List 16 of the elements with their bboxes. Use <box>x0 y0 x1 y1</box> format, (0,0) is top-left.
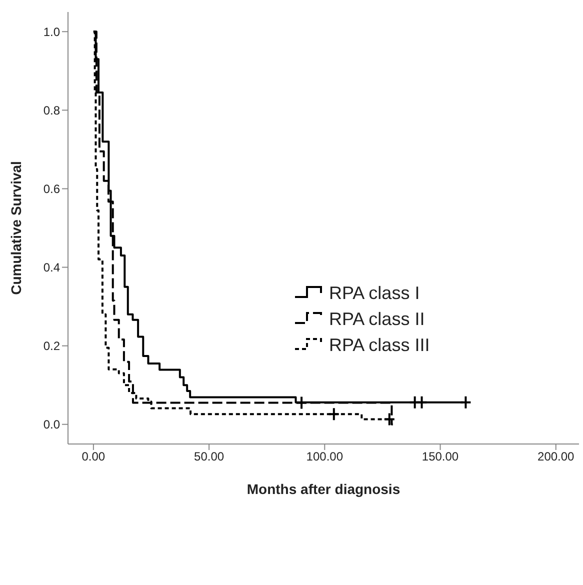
x-tick-label: 150.00 <box>422 450 459 464</box>
x-tick-label: 200.00 <box>538 450 575 464</box>
x-tick-label: 50.00 <box>194 450 224 464</box>
legend-label: RPA class III <box>329 334 430 356</box>
y-tick-label: 0.2 <box>43 339 60 354</box>
x-tick-label: 0.00 <box>82 450 106 464</box>
y-tick-label: 1.0 <box>43 24 60 39</box>
y-tick-label: 0.4 <box>43 260 60 275</box>
y-tick-label: 0.8 <box>43 103 60 118</box>
y-tick-label: 0.6 <box>43 182 60 196</box>
legend-label: RPA class II <box>329 308 425 330</box>
x-axis-title: Months after diagnosis <box>246 481 400 497</box>
legend-label: RPA class I <box>329 282 420 304</box>
y-axis-title: Cumulative Survival <box>8 161 24 295</box>
x-tick-label: 100.00 <box>306 450 344 464</box>
y-tick-label: 0.0 <box>43 418 60 432</box>
